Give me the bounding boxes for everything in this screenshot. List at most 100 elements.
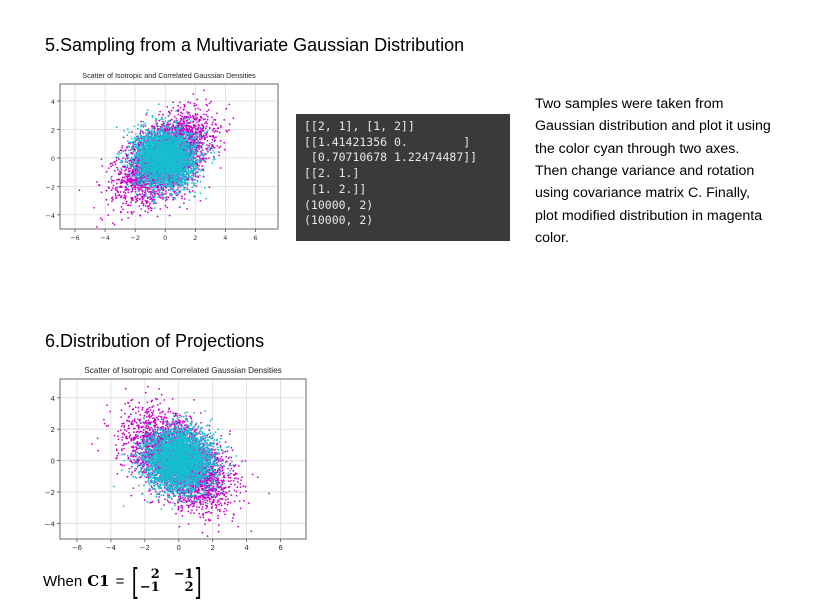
scatter-point: [124, 198, 127, 200]
scatter-point: [199, 116, 202, 119]
scatter-point: [164, 199, 167, 202]
scatter-point: [219, 140, 222, 142]
scatter-point: [188, 138, 190, 141]
scatter-point: [194, 127, 197, 130]
scatter-point: [228, 123, 231, 126]
scatter-point: [127, 185, 130, 188]
scatter-point: [127, 153, 130, 156]
scatter-point: [111, 200, 113, 203]
scatter-point: [131, 171, 134, 174]
scatter-point: [216, 127, 219, 129]
scatter-point: [134, 188, 136, 191]
scatter-point: [124, 196, 126, 198]
scatter-point: [177, 192, 180, 195]
scatter-point: [181, 112, 184, 115]
scatter-point: [208, 127, 211, 130]
scatter-point: [168, 127, 171, 130]
scatter-point: [123, 176, 126, 179]
scatter-point: [166, 195, 169, 198]
scatter-point: [205, 120, 208, 123]
scatter-point: [111, 164, 114, 166]
scatter-point: [193, 133, 196, 136]
scatter-point: [196, 98, 199, 101]
scatter-point: [199, 138, 202, 141]
scatter-point: [110, 176, 113, 178]
scatter-point: [131, 199, 134, 201]
scatter-point: [225, 129, 228, 132]
scatter-point: [140, 208, 143, 210]
scatter-point: [157, 125, 160, 128]
scatter-point: [144, 125, 147, 127]
scatter-point: [194, 126, 197, 128]
scatter-point: [172, 107, 175, 109]
scatter-point: [159, 110, 161, 113]
scatter-point: [198, 124, 201, 127]
scatter-point: [136, 127, 139, 130]
scatter-point: [208, 102, 211, 105]
scatter-point: [186, 208, 188, 210]
scatter-point: [228, 129, 230, 132]
scatter-point: [192, 173, 195, 176]
scatter-point: [162, 113, 165, 116]
scatter-point: [204, 127, 207, 130]
scatter-point: [127, 178, 129, 181]
scatter-point: [119, 211, 122, 214]
scatter-point: [105, 170, 108, 173]
scatter-point: [140, 196, 143, 198]
scatter-point: [130, 201, 132, 204]
scatter-point: [137, 182, 140, 185]
scatter-point: [187, 101, 190, 103]
scatter-point: [188, 166, 191, 168]
scatter-point: [187, 115, 189, 118]
scatter-point: [112, 187, 114, 189]
scatter-point: [205, 133, 208, 136]
scatter-point: [115, 197, 117, 199]
scatter-point: [114, 161, 116, 163]
scatter-point: [162, 118, 164, 121]
scatter-point: [204, 161, 207, 163]
scatter-point: [177, 104, 180, 107]
scatter-point: [142, 185, 145, 188]
scatter-point: [126, 187, 128, 190]
scatter-point: [196, 116, 199, 119]
scatter-point: [120, 195, 123, 197]
scatter-point: [161, 188, 164, 190]
scatter-point: [202, 154, 205, 157]
scatter-point: [123, 166, 126, 168]
scatter-point: [113, 223, 116, 226]
scatter-point: [118, 194, 121, 196]
scatter-point: [118, 179, 120, 181]
scatter-point: [144, 210, 147, 213]
scatter-point: [191, 142, 194, 145]
scatter-point: [127, 217, 130, 219]
scatter-point: [218, 131, 221, 134]
scatter-point: [202, 118, 205, 121]
scatter-point: [206, 139, 209, 142]
scatter-point: [183, 103, 186, 106]
scatter-point: [110, 197, 113, 200]
scatter-point: [145, 201, 148, 204]
scatter-point: [154, 192, 157, 195]
scatter-point: [167, 120, 170, 122]
scatter-point: [191, 186, 194, 189]
scatter-point: [212, 136, 215, 138]
scatter-point: [117, 156, 120, 159]
scatter-point: [119, 172, 122, 175]
scatter-point: [165, 196, 167, 199]
scatter-point: [122, 136, 125, 139]
x-tick-label: 6: [253, 234, 257, 242]
scatter-point: [149, 206, 152, 209]
scatter-point: [187, 125, 189, 127]
scatter-point: [223, 148, 226, 151]
scatter-point: [123, 180, 126, 183]
scatter-point: [149, 198, 151, 201]
scatter-point: [214, 129, 217, 132]
scatter-point: [213, 152, 216, 154]
scatter-point: [202, 134, 205, 137]
scatter-point: [166, 106, 169, 108]
scatter-point: [147, 211, 149, 214]
scatter-point: [127, 167, 130, 170]
scatter-point: [158, 113, 160, 116]
scatter-point: [101, 165, 104, 167]
scatter-point: [169, 123, 172, 126]
